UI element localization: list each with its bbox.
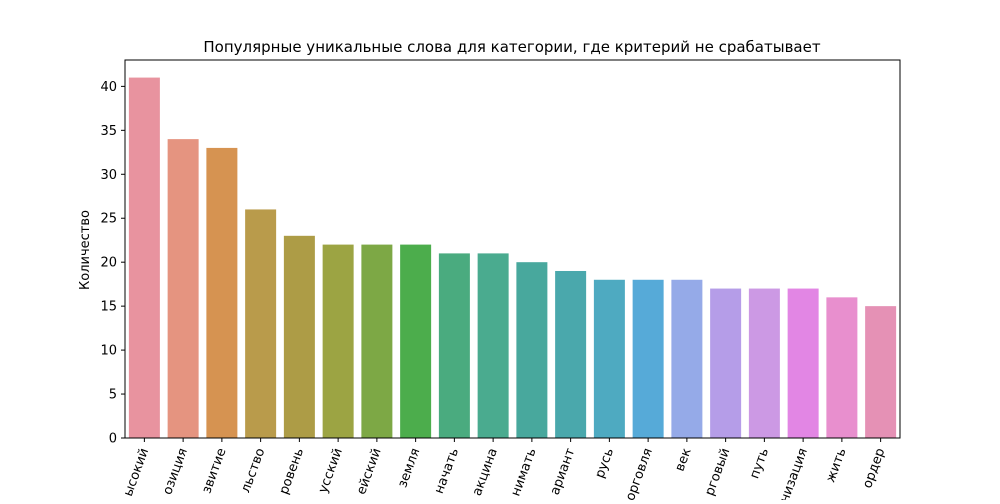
y-tick-label-2: 10 (100, 344, 117, 359)
y-tick-label-4: 20 (100, 256, 117, 271)
x-tick-label-3: льство (238, 446, 268, 495)
y-tick-label-7: 35 (100, 124, 117, 139)
x-tick-label-1: озиция (160, 446, 191, 497)
bar-4 (283, 235, 315, 438)
x-tick-label-2: звитие (199, 446, 229, 495)
y-axis-label: Количество (78, 210, 93, 290)
x-tick-label-18: жить (823, 446, 849, 484)
bar-6 (361, 244, 393, 438)
x-tick-label-16: путь (747, 446, 772, 481)
x-tick-label-7: земля (395, 446, 423, 490)
bar-7 (400, 244, 432, 438)
x-tick-label-14: век (673, 446, 695, 473)
bar-5 (322, 244, 354, 438)
y-tick-label-5: 25 (100, 212, 117, 227)
y-tick-label-6: 30 (100, 168, 117, 183)
x-tick-label-9: акцина (470, 446, 501, 498)
bar-0 (128, 77, 160, 438)
bar-12 (593, 279, 625, 438)
y-tick-label-8: 40 (100, 80, 117, 95)
x-tick-label-17: низация (777, 446, 811, 500)
x-tick-label-8: начать (432, 446, 462, 496)
x-tick-label-19: ордер (860, 446, 888, 490)
chart-title: Популярные уникальные слова для категори… (203, 38, 820, 56)
bar-11 (555, 270, 587, 438)
x-tick-label-11: ариант (548, 446, 579, 497)
bar-17 (787, 288, 819, 438)
bar-18 (826, 297, 858, 438)
bar-10 (516, 262, 548, 438)
bar-1 (167, 139, 199, 438)
x-tick-label-5: усский (316, 446, 346, 495)
y-tick-label-1: 5 (109, 388, 117, 403)
x-tick-label-12: русь (593, 446, 618, 480)
bar-2 (206, 147, 238, 438)
bar-14 (671, 279, 703, 438)
bar-16 (748, 288, 780, 438)
x-tick-label-6: ейский (354, 446, 385, 497)
plot-frame (124, 59, 901, 439)
x-tick-label-13: орговля (623, 446, 656, 500)
bar-3 (245, 209, 277, 438)
y-tick-label-0: 0 (109, 432, 117, 447)
y-tick-label-3: 15 (100, 300, 117, 315)
bar-13 (632, 279, 664, 438)
x-tick-label-0: ысокий (121, 446, 152, 498)
x-tick-label-10: нимать (508, 446, 539, 498)
bar-9 (477, 253, 509, 438)
bar-19 (865, 306, 897, 438)
plot-area: 0 5 10 15 20 25 30 35 40 ысокий озиция звитие льство… (100, 59, 901, 500)
x-tick-label-4: ровень (277, 446, 308, 496)
bar-15 (710, 288, 742, 438)
x-tick-label-15: рговый (702, 446, 733, 498)
bar-8 (438, 253, 470, 438)
